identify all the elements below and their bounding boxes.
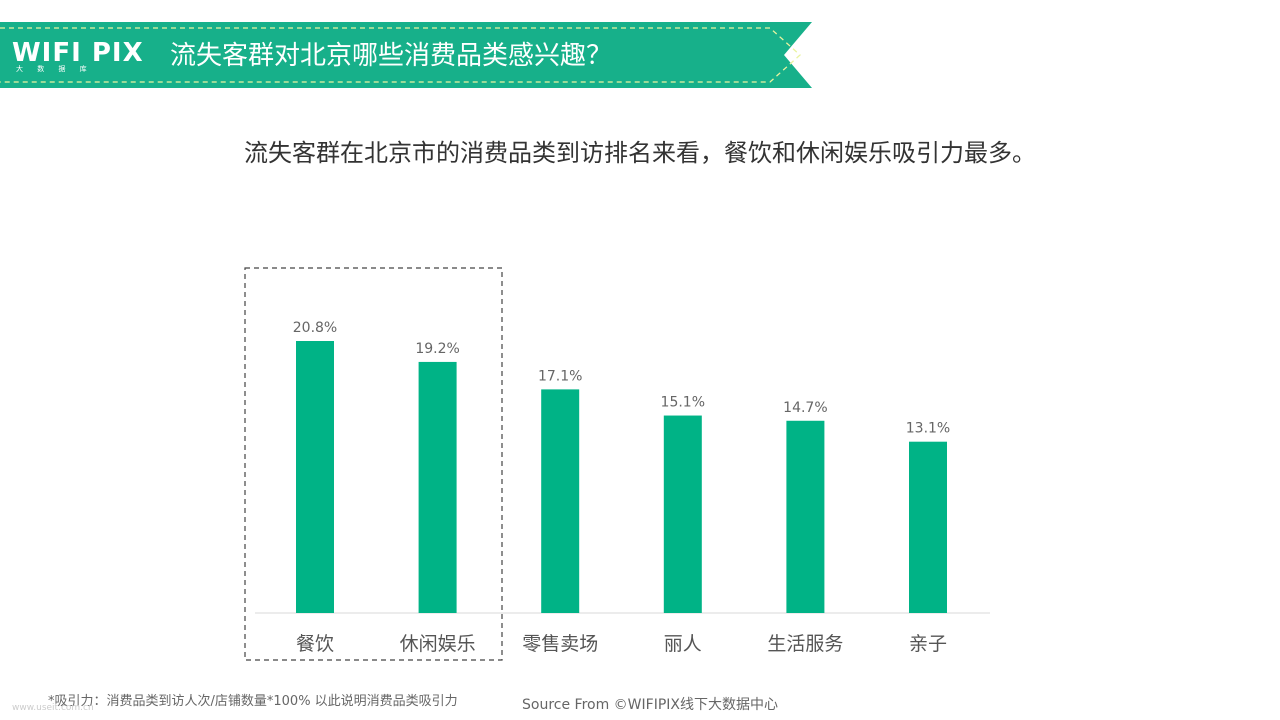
bar-2: [541, 389, 580, 613]
source-text: Source From ©WIFIPIX线下大数据中心: [522, 697, 778, 713]
page-title: 流失客群对北京哪些消费品类感兴趣？: [170, 41, 613, 71]
bar-5: [909, 441, 947, 613]
footnote: *吸引力：消费品类到访人次/店铺数量*100% 以此说明消费品类吸引力: [48, 694, 458, 709]
data-label-3: 15.1%: [661, 395, 705, 411]
category-label-3: 丽人: [664, 633, 702, 655]
banner-dashed-line: [0, 27, 801, 83]
data-label-0: 20.8%: [293, 320, 337, 336]
bar-series: 20.8% 餐饮 19.2% 休闲娱乐 17.1% 零售卖场 15.1% 丽人 14.7% 生活服…: [293, 320, 950, 655]
bar-1: [418, 361, 457, 613]
category-label-1: 休闲娱乐: [400, 633, 476, 655]
data-label-5: 13.1%: [906, 421, 950, 437]
header-banner: [0, 22, 812, 88]
data-label-1: 19.2%: [415, 341, 459, 357]
brand-logo: WIFI PIX: [12, 38, 144, 68]
data-label-4: 14.7%: [783, 400, 827, 416]
banner-ribbon: [0, 22, 812, 88]
category-label-4: 生活服务: [767, 633, 843, 655]
bar-3: [663, 415, 702, 613]
bar-0: [296, 341, 334, 613]
watermark: www.useit.com.cn: [12, 703, 94, 713]
chart-subtitle: 流失客群在北京市的消费品类到访排名来看，餐饮和休闲娱乐吸引力最多。: [244, 139, 1036, 167]
category-label-0: 餐饮: [296, 633, 334, 655]
category-label-2: 零售卖场: [522, 633, 598, 655]
bar-4: [786, 420, 825, 613]
brand-logo-subtext: 大 数 据 库: [16, 65, 93, 73]
category-label-5: 亲子: [909, 633, 947, 655]
highlight-box: [244, 267, 503, 661]
data-label-2: 17.1%: [538, 368, 582, 384]
